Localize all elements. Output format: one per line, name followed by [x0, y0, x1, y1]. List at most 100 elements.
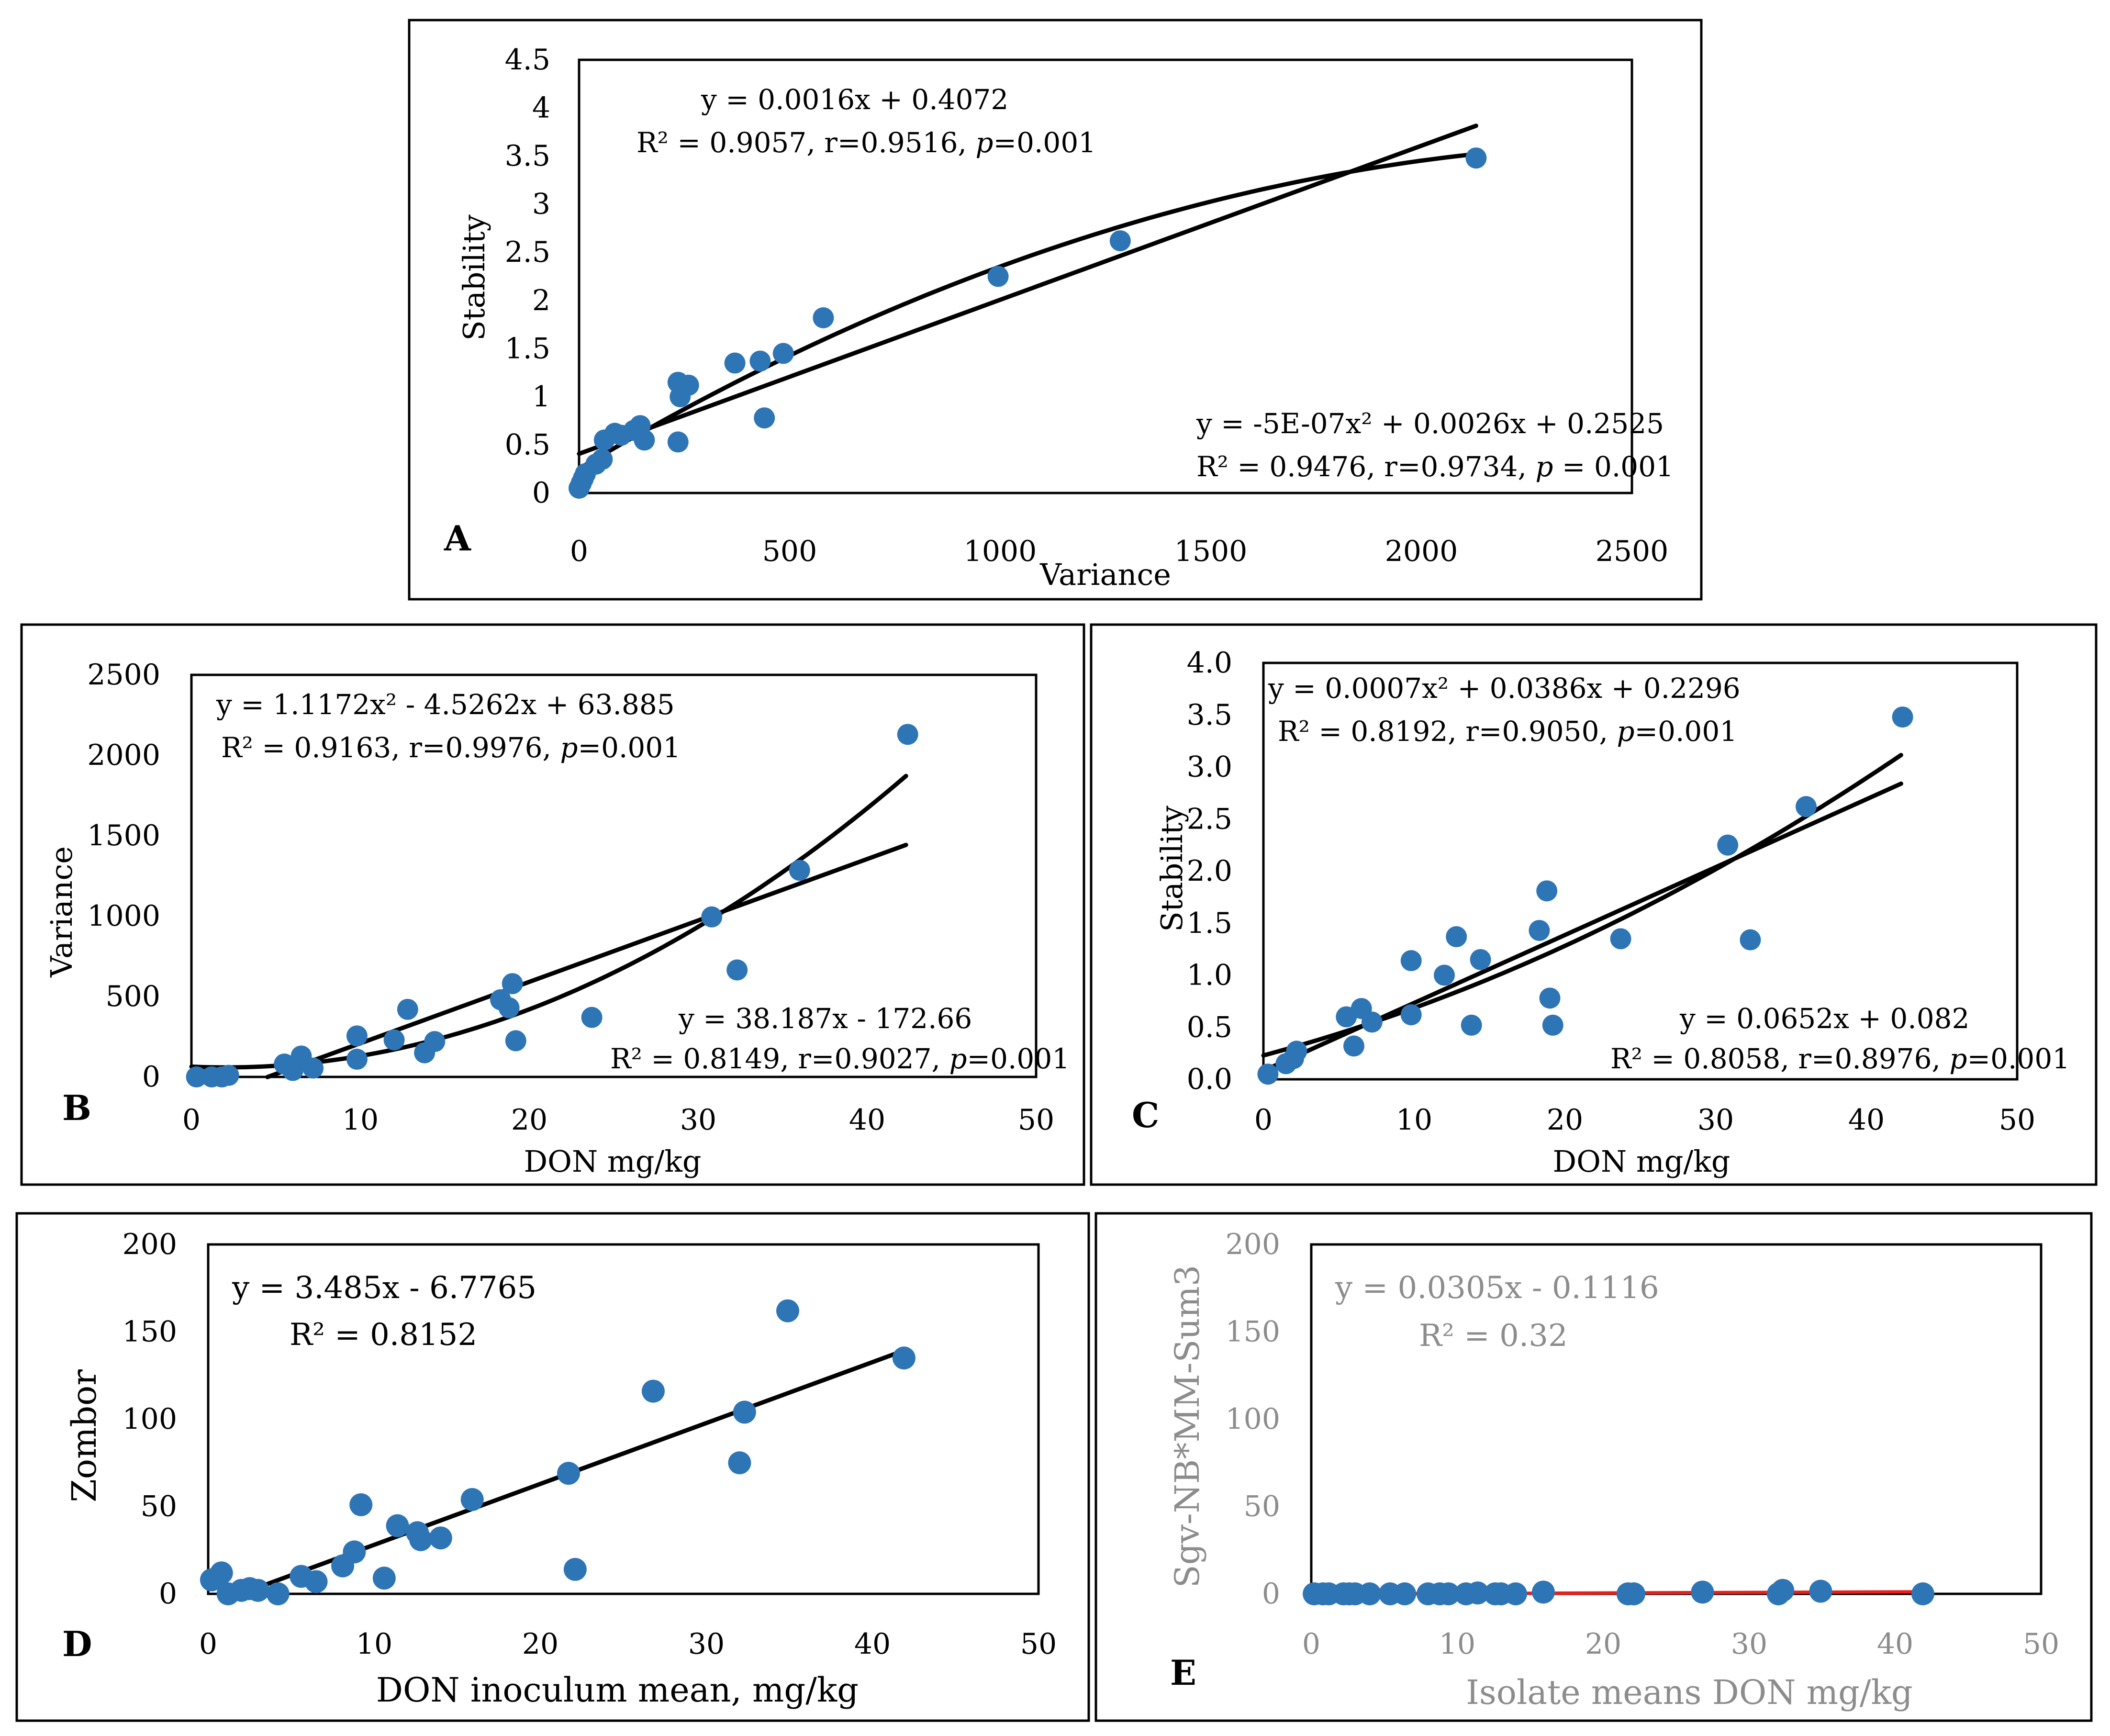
- panel-e: 0 10 20 30 40 50 0 50 100 150 200 Isolate means D…: [1094, 1212, 2093, 1722]
- panel-a-y-tick-label: 1.5: [505, 332, 550, 365]
- panel-b-x-tick-label: 0: [182, 1103, 201, 1137]
- panel-a-data-point: [749, 350, 771, 372]
- panel-a-data-point: [772, 343, 794, 364]
- panel-d-x-tick-label: 20: [522, 1627, 558, 1661]
- panel-b-linear-stats: R² = 0.8149, r=0.9027, p=0.001: [610, 1042, 1070, 1075]
- panel-b-y-tick-label: 2500: [87, 658, 160, 692]
- panel-e-x-tick-label: 50: [2023, 1627, 2059, 1661]
- panel-a-linear-stats: R² = 0.9057, r=0.9516, p=0.001: [636, 126, 1096, 159]
- panel-a-x-ticks: 0 500 1000 1500 2000 2500: [570, 535, 1668, 568]
- panel-d-data-point: [386, 1514, 409, 1537]
- panel-d-data-point: [563, 1557, 587, 1581]
- panel-c-data-point: [1361, 1011, 1383, 1033]
- panel-b-data-point: [581, 1007, 603, 1028]
- panel-a-x-tick-label: 1000: [964, 535, 1037, 568]
- panel-b-data-point: [424, 1031, 446, 1053]
- panel-d-linear-stats: R² = 0.8152: [290, 1317, 477, 1353]
- panel-d-frame: [15, 1212, 1090, 1722]
- panel-d-y-tick-label: 0: [159, 1577, 177, 1611]
- panel-e-data-point: [1504, 1582, 1527, 1605]
- panel-a-data-point: [678, 374, 699, 396]
- panel-e-y-tick-label: 150: [1225, 1315, 1280, 1349]
- panel-a-x-tick-label: 500: [762, 535, 817, 568]
- panel-e-data-point: [1809, 1579, 1832, 1603]
- panel-a-y-ticks: 0 0.5 1 1.5 2 2.5 3 3.5 4 4.5: [505, 43, 550, 510]
- panel-a-y-tick-label: 0: [532, 476, 550, 510]
- panel-b-poly-equation: y = 1.1172x² - 4.5262x + 63.885: [216, 688, 675, 721]
- panel-c-y-ticks: 0.0 0.5 1.0 1.5 2.0 2.5 3.0 3.5 4.0: [1187, 646, 1232, 1096]
- panel-a-x-tick-label: 0: [570, 535, 588, 568]
- panel-e-x-tick-label: 10: [1439, 1627, 1475, 1661]
- panel-a-x-tick-label: 2000: [1385, 535, 1458, 568]
- panel-e-x-tick-label: 20: [1585, 1627, 1621, 1661]
- panel-c-data-point: [1717, 834, 1739, 856]
- panel-c-linear-equation: y = 0.0652x + 0.082: [1679, 1002, 1969, 1035]
- panel-a-x-tick-label: 2500: [1596, 535, 1669, 568]
- panel-b-x-label: DON mg/kg: [524, 1144, 701, 1179]
- panel-e-letter: E: [1170, 1652, 1196, 1693]
- panel-b-x-tick-label: 30: [680, 1103, 716, 1137]
- panel-d-y-tick-label: 150: [122, 1315, 177, 1349]
- panel-b-x-tick-label: 50: [1018, 1103, 1054, 1137]
- panel-c-data-point: [1400, 950, 1422, 972]
- panel-b-frame: [20, 623, 1085, 1186]
- panel-c-data-point: [1539, 987, 1561, 1009]
- panel-e-y-label: Sgv-NB*MM-Sum3: [1168, 1265, 1207, 1588]
- panel-b-data-point: [726, 959, 748, 981]
- panel-c-data-point: [1470, 949, 1491, 970]
- panel-d-y-tick-label: 200: [122, 1228, 177, 1261]
- panel-e-frame: [1094, 1212, 2093, 1722]
- panel-c-data-point: [1610, 928, 1631, 950]
- panel-e-x-tick-label: 30: [1731, 1627, 1767, 1661]
- panel-a-data-point: [667, 431, 689, 453]
- panel-a-plot-area: [578, 58, 1633, 494]
- panel-b-letter: B: [62, 1087, 91, 1128]
- panel-c-y-tick-label: 1.5: [1187, 907, 1232, 940]
- panel-d-y-tick-label: 50: [141, 1490, 177, 1523]
- panel-b-y-tick-label: 500: [105, 980, 160, 1013]
- panel-d-x-ticks: 0 10 20 30 40 50: [199, 1627, 1057, 1661]
- panel-b-plot-area: [190, 673, 1038, 1078]
- panel-e-y-tick-label: 100: [1225, 1402, 1280, 1436]
- panel-a-y-tick-label: 4.5: [505, 43, 550, 77]
- panel-a-x-tick-label: 1500: [1174, 535, 1248, 568]
- panel-a-y-tick-label: 0.5: [505, 428, 550, 461]
- panel-c-y-label: Stability: [1154, 806, 1189, 931]
- panel-b-data-point: [218, 1064, 239, 1086]
- panel-c-data-point: [1257, 1064, 1279, 1085]
- panel-d-y-ticks: 0 50 100 150 200: [122, 1228, 177, 1611]
- panel-b-y-tick-label: 2000: [87, 739, 160, 772]
- panel-e-data-point: [1358, 1582, 1381, 1605]
- panel-a-poly-stats: R² = 0.9476, r=0.9734, p = 0.001: [1196, 450, 1674, 483]
- panel-b-data-point: [186, 1066, 207, 1087]
- panel-c-poly-equation: y = 0.0007x² + 0.0386x + 0.2296: [1268, 672, 1741, 705]
- panel-a-linear-trendline: [577, 123, 1478, 456]
- panel-a-y-tick-label: 2.5: [505, 235, 550, 269]
- panel-a-data-point: [724, 352, 746, 374]
- panel-a-y-tick-label: 1: [532, 380, 550, 414]
- panel-a-y-tick-label: 3.5: [505, 139, 550, 173]
- panel-c-x-tick-label: 10: [1396, 1103, 1432, 1137]
- panel-b-poly-stats: R² = 0.9163, r=0.9976, p=0.001: [221, 731, 681, 764]
- panel-c-data-point: [1542, 1014, 1563, 1036]
- panel-d-y-label: Zombor: [65, 1369, 104, 1502]
- panel-b-y-tick-label: 1000: [87, 899, 160, 933]
- panel-d-x-tick-label: 10: [356, 1627, 392, 1661]
- panel-c-data-point: [1286, 1041, 1307, 1062]
- panel-c-x-tick-label: 20: [1547, 1103, 1583, 1137]
- panel-a-y-tick-label: 4: [532, 91, 550, 125]
- panel-c-data-point: [1740, 929, 1761, 951]
- panel-d-x-tick-label: 50: [1020, 1627, 1057, 1661]
- panel-b-x-tick-label: 10: [342, 1103, 379, 1137]
- panel-e-data-point: [1771, 1579, 1795, 1602]
- panel-d-y-tick-label: 100: [122, 1402, 177, 1436]
- panel-b-data-point: [897, 724, 918, 745]
- panel-b-data-point: [502, 973, 523, 995]
- panel-b-data-point: [346, 1025, 368, 1047]
- panel-b-y-tick-label: 1500: [87, 819, 160, 852]
- panel-e-data-point: [1622, 1582, 1646, 1605]
- panel-e-x-label: Isolate means DON mg/kg: [1466, 1673, 1912, 1712]
- panel-c-data-point: [1400, 1004, 1422, 1026]
- panel-d-data-point: [349, 1493, 373, 1516]
